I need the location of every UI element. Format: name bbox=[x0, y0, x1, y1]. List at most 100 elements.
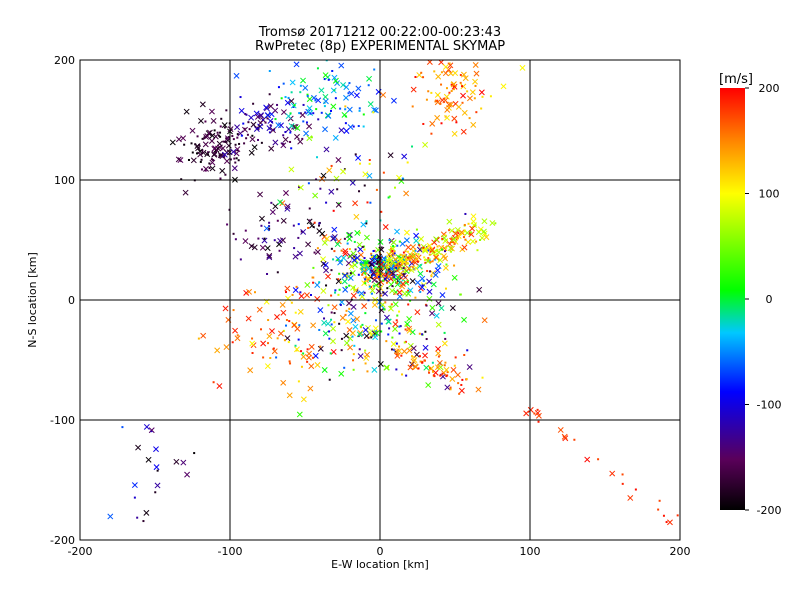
data-point-x bbox=[442, 63, 449, 70]
data-point-dot bbox=[364, 276, 367, 279]
data-point-x bbox=[177, 157, 184, 164]
data-point-dot bbox=[474, 84, 477, 87]
data-point-dot bbox=[263, 237, 266, 240]
data-point-x bbox=[472, 62, 479, 68]
data-point-dot bbox=[433, 70, 436, 73]
data-point-x bbox=[263, 104, 270, 111]
data-points bbox=[107, 60, 679, 526]
data-point-dot bbox=[239, 96, 242, 99]
data-point-x bbox=[429, 304, 436, 311]
data-point-dot bbox=[385, 266, 388, 269]
data-point-dot bbox=[234, 161, 237, 164]
data-point-x bbox=[259, 244, 266, 251]
data-point-dot bbox=[290, 301, 293, 304]
data-point-dot bbox=[406, 280, 409, 283]
data-point-x bbox=[413, 237, 420, 244]
data-point-dot bbox=[240, 134, 243, 137]
data-point-x bbox=[349, 179, 356, 186]
data-point-x bbox=[391, 97, 397, 104]
data-point-x bbox=[258, 112, 264, 119]
data-point-x bbox=[523, 410, 530, 417]
data-point-x bbox=[347, 275, 354, 281]
data-point-dot bbox=[332, 258, 335, 261]
data-point-dot bbox=[236, 133, 239, 136]
data-point-x bbox=[500, 83, 507, 90]
data-point-dot bbox=[417, 367, 420, 370]
data-point-dot bbox=[360, 263, 363, 266]
data-point-dot bbox=[216, 131, 219, 134]
data-point-dot bbox=[236, 334, 239, 337]
data-point-x bbox=[413, 265, 420, 272]
data-point-dot bbox=[338, 322, 341, 325]
y-tick-label: 0 bbox=[68, 294, 75, 307]
data-point-dot bbox=[422, 76, 425, 79]
data-point-x bbox=[321, 239, 328, 246]
data-point-x bbox=[277, 199, 284, 206]
data-point-dot bbox=[244, 229, 247, 232]
data-point-dot bbox=[425, 304, 428, 307]
data-point-x bbox=[202, 141, 209, 148]
data-point-dot bbox=[334, 97, 337, 100]
data-point-x bbox=[433, 254, 440, 261]
data-point-dot bbox=[474, 224, 477, 227]
data-point-dot bbox=[300, 365, 303, 368]
data-point-dot bbox=[269, 124, 272, 127]
data-point-x bbox=[315, 97, 322, 104]
data-point-x bbox=[350, 303, 357, 310]
data-point-dot bbox=[421, 284, 424, 287]
data-point-x bbox=[282, 136, 289, 143]
data-point-x bbox=[338, 62, 345, 69]
data-point-dot bbox=[373, 68, 376, 71]
data-point-x bbox=[279, 301, 286, 308]
data-point-x bbox=[260, 340, 267, 347]
data-point-dot bbox=[219, 131, 222, 134]
data-point-x bbox=[175, 156, 182, 163]
data-point-x bbox=[450, 236, 457, 243]
data-point-dot bbox=[363, 184, 366, 187]
data-point-dot bbox=[293, 247, 296, 250]
data-point-x bbox=[225, 142, 232, 149]
data-point-dot bbox=[414, 75, 417, 78]
data-point-dot bbox=[237, 159, 240, 162]
data-point-x bbox=[292, 253, 299, 260]
data-point-dot bbox=[267, 319, 270, 322]
data-point-dot bbox=[461, 85, 464, 88]
data-point-x bbox=[450, 366, 457, 373]
data-point-dot bbox=[428, 259, 431, 262]
data-point-dot bbox=[256, 126, 259, 129]
data-point-x bbox=[341, 111, 348, 118]
data-point-x bbox=[375, 288, 382, 295]
data-point-x bbox=[366, 75, 373, 82]
data-point-x bbox=[434, 267, 441, 274]
data-point-dot bbox=[398, 332, 401, 335]
data-point-x bbox=[383, 364, 390, 371]
data-point-x bbox=[180, 459, 187, 466]
data-point-dot bbox=[344, 313, 347, 316]
data-point-dot bbox=[398, 240, 401, 243]
data-point-x bbox=[458, 387, 465, 394]
data-point-dot bbox=[330, 294, 333, 297]
data-point-dot bbox=[348, 248, 351, 251]
data-point-dot bbox=[423, 359, 426, 362]
data-point-dot bbox=[234, 238, 237, 241]
data-point-dot bbox=[436, 366, 439, 369]
data-point-x bbox=[331, 304, 338, 311]
data-point-x bbox=[461, 316, 468, 323]
data-point-dot bbox=[368, 158, 371, 161]
data-point-dot bbox=[475, 240, 478, 243]
data-point-dot bbox=[449, 386, 452, 389]
data-point-dot bbox=[481, 95, 484, 98]
data-point-dot bbox=[252, 123, 255, 126]
colorbar-tick-label: 200 bbox=[759, 82, 780, 95]
data-point-x bbox=[447, 62, 454, 69]
data-point-dot bbox=[434, 258, 437, 261]
data-point-dot bbox=[398, 268, 401, 271]
data-point-dot bbox=[406, 250, 409, 253]
data-point-dot bbox=[284, 96, 287, 99]
data-point-x bbox=[406, 347, 413, 354]
data-point-x bbox=[364, 351, 371, 358]
data-point-x bbox=[325, 320, 331, 327]
data-point-x bbox=[444, 384, 451, 391]
data-point-x bbox=[355, 154, 362, 161]
